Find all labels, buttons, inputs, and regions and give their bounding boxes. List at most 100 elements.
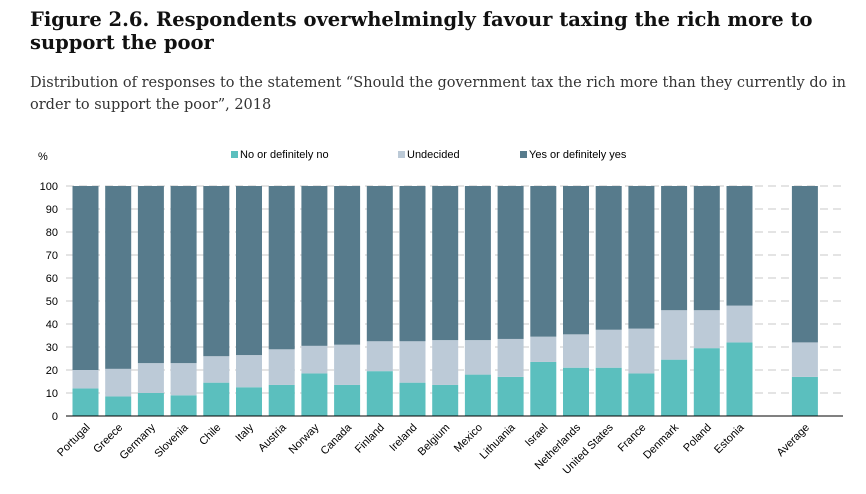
bar-segment xyxy=(726,186,753,306)
bar-segment xyxy=(432,186,459,341)
bar-segment xyxy=(268,349,295,385)
bar-segment xyxy=(301,373,328,416)
bar-segment xyxy=(72,186,99,370)
bar-segment xyxy=(366,371,393,416)
bar-segment xyxy=(497,376,524,416)
legend: No or definitely no Undecided Yes or defin… xyxy=(231,149,627,161)
bar-segment xyxy=(464,340,491,375)
bar-segment xyxy=(628,328,655,374)
x-category-label: Average xyxy=(775,422,812,459)
bar-segment xyxy=(497,338,524,377)
bar-segment xyxy=(301,345,328,374)
bar-segment xyxy=(366,341,393,372)
x-category-label: Denmark xyxy=(641,421,681,461)
y-tick-label: 10 xyxy=(46,388,58,400)
bars xyxy=(72,186,818,416)
bar-segment xyxy=(334,384,361,416)
bar-segment xyxy=(530,361,557,416)
y-tick-label: 80 xyxy=(46,227,58,239)
bar-segment xyxy=(563,334,589,368)
bar-segment xyxy=(661,359,688,416)
x-category-label: Slovenia xyxy=(152,421,191,460)
x-category-label: Portugal xyxy=(55,422,92,459)
bar-segment xyxy=(268,186,295,350)
bar-segment xyxy=(530,336,557,362)
y-tick-label: 0 xyxy=(52,411,58,423)
bar-segment xyxy=(693,310,720,349)
bar-segment xyxy=(334,344,361,385)
bar-segment xyxy=(170,186,197,364)
x-category-label: Germany xyxy=(118,421,159,462)
x-category-label: Lithuania xyxy=(478,421,519,462)
bar-segment xyxy=(628,186,655,329)
x-category-label: Finland xyxy=(353,422,387,456)
bar-segment xyxy=(105,186,132,369)
y-tick-label: 60 xyxy=(46,273,58,285)
y-axis-ticks: 0 10 20 30 40 50 60 70 80 90 100 xyxy=(40,181,58,423)
bar-segment xyxy=(170,363,197,396)
y-tick-label: 30 xyxy=(46,342,58,354)
bar-segment xyxy=(661,310,688,360)
x-category-label: Israel xyxy=(523,422,551,450)
x-category-label: Italy xyxy=(233,421,256,444)
bar-segment xyxy=(105,396,132,416)
bar-segment xyxy=(661,186,688,311)
x-category-label: Ireland xyxy=(387,422,419,454)
bar-segment xyxy=(791,376,818,416)
bar-segment xyxy=(464,374,491,416)
figure-title: Figure 2.6. Respondents overwhelmingly f… xyxy=(30,8,813,54)
bar-segment xyxy=(563,367,589,416)
bar-segment xyxy=(399,341,426,383)
y-tick-label: 50 xyxy=(46,296,58,308)
bar-segment xyxy=(72,388,99,416)
y-tick-label: 100 xyxy=(40,181,58,193)
legend-label: Yes or definitely yes xyxy=(529,149,627,161)
y-tick-label: 70 xyxy=(46,250,58,262)
bar-segment xyxy=(137,393,164,416)
bar-segment xyxy=(366,186,393,342)
x-category-label: Austria xyxy=(256,421,289,454)
bar-segment xyxy=(432,340,459,385)
x-category-label: Poland xyxy=(681,422,714,455)
x-category-label: Belgium xyxy=(416,422,453,459)
legend-label: No or definitely no xyxy=(240,149,329,161)
bar-segment xyxy=(72,370,99,389)
bar-segment xyxy=(464,186,491,341)
bar-segment xyxy=(236,355,262,388)
legend-label: Undecided xyxy=(407,149,460,161)
bar-segment xyxy=(497,186,524,339)
bar-segment xyxy=(170,395,197,416)
bar-segment xyxy=(399,186,426,342)
legend-swatch xyxy=(520,151,527,158)
bar-segment xyxy=(203,356,230,383)
bar-segment xyxy=(530,186,557,337)
legend-swatch xyxy=(398,151,405,158)
bar-segment xyxy=(301,186,328,346)
bar-segment xyxy=(791,342,818,377)
x-category-label: Norway xyxy=(287,421,322,456)
bar-segment xyxy=(105,368,132,397)
x-category-label: Estonia xyxy=(712,421,747,456)
bar-segment xyxy=(726,305,753,343)
bar-segment xyxy=(432,384,459,416)
bar-segment xyxy=(334,186,361,345)
y-tick-label: 20 xyxy=(46,365,58,377)
bar-segment xyxy=(791,186,818,343)
x-category-label: Chile xyxy=(197,422,223,448)
bar-segment xyxy=(203,382,230,416)
bar-segment xyxy=(268,384,295,416)
bar-segment xyxy=(726,342,753,416)
bar-segment xyxy=(563,186,589,335)
bar-segment xyxy=(236,186,262,356)
bar-segment xyxy=(693,348,720,416)
bar-segment xyxy=(595,367,622,416)
bar-segment xyxy=(693,186,720,311)
x-category-label: Canada xyxy=(318,421,354,457)
y-tick-label: 90 xyxy=(46,204,58,216)
y-axis-unit-label: % xyxy=(38,151,48,163)
figure-subtitle: Distribution of responses to the stateme… xyxy=(30,75,846,113)
y-tick-label: 40 xyxy=(46,319,58,331)
bar-segment xyxy=(137,186,164,364)
